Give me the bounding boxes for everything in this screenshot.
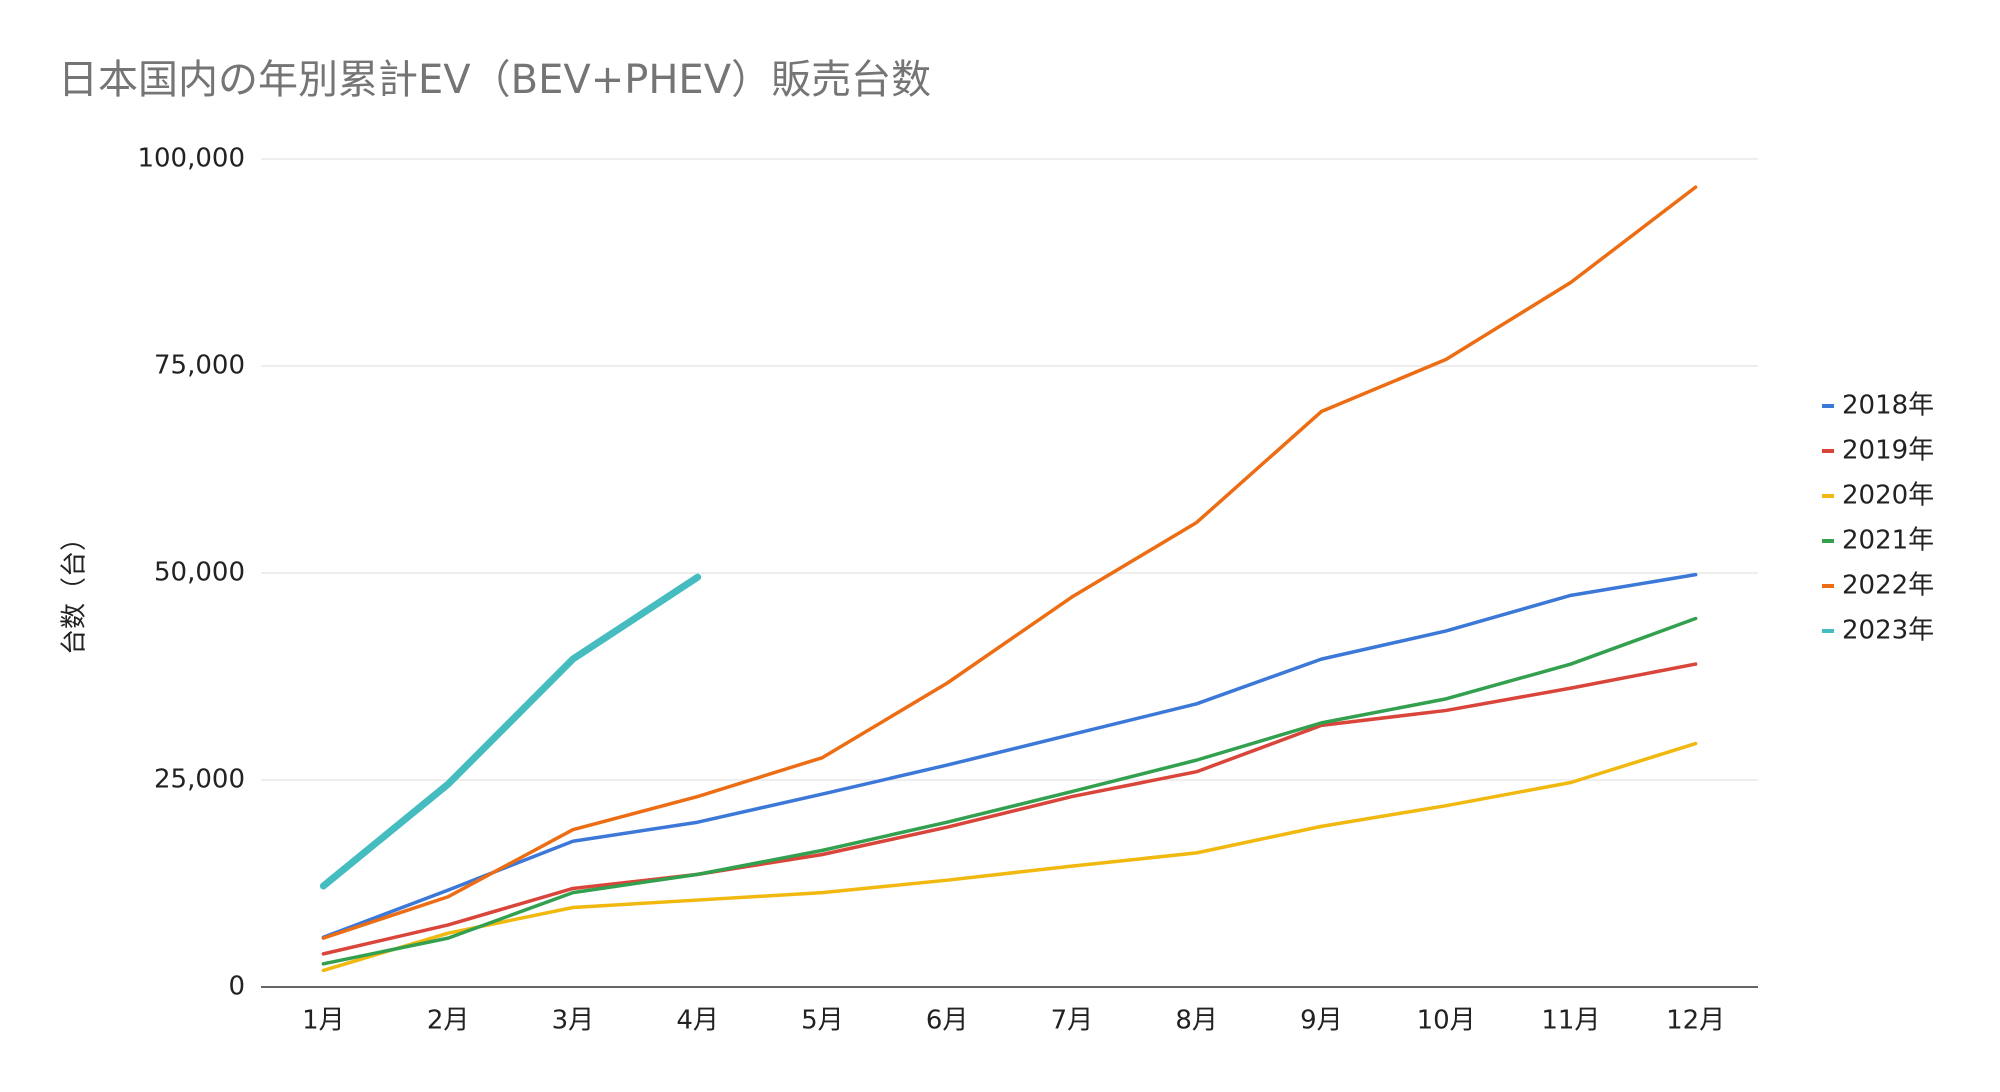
x-tick-label: 11月 xyxy=(1541,1006,1600,1036)
x-tick-label: 6月 xyxy=(926,1006,969,1036)
x-tick-label: 9月 xyxy=(1300,1006,1343,1036)
series-line xyxy=(321,662,1698,956)
series-line xyxy=(321,185,1698,940)
series-line xyxy=(321,741,1698,973)
y-tick-label: 75,000 xyxy=(154,351,245,381)
x-tick-label: 12月 xyxy=(1666,1006,1725,1036)
legend-label: 2019年 xyxy=(1842,436,1934,466)
series-line xyxy=(321,616,1698,966)
y-tick-label: 50,000 xyxy=(154,558,245,588)
legend-label: 2021年 xyxy=(1842,526,1934,556)
x-tick-label: 8月 xyxy=(1175,1006,1218,1036)
y-tick-label: 100,000 xyxy=(137,144,245,174)
series-line xyxy=(321,572,1698,940)
legend-label: 2023年 xyxy=(1842,616,1934,646)
chart-title: 日本国内の年別累計EV（BEV+PHEV）販売台数 xyxy=(58,57,931,103)
x-tick-label: 4月 xyxy=(676,1006,719,1036)
series-line xyxy=(319,573,702,890)
legend-label: 2020年 xyxy=(1842,481,1934,511)
legend-label: 2022年 xyxy=(1842,571,1934,601)
x-tick-label: 10月 xyxy=(1417,1006,1476,1036)
x-tick-label: 1月 xyxy=(302,1006,345,1036)
y-axis-label: 台数（台） xyxy=(60,525,90,655)
legend-label: 2018年 xyxy=(1842,391,1934,421)
x-tick-label: 7月 xyxy=(1051,1006,1094,1036)
x-tick-label: 2月 xyxy=(427,1006,470,1036)
x-tick-label: 5月 xyxy=(801,1006,844,1036)
y-tick-label: 25,000 xyxy=(154,765,245,795)
x-tick-label: 3月 xyxy=(552,1006,595,1036)
y-tick-label: 0 xyxy=(228,972,245,1002)
